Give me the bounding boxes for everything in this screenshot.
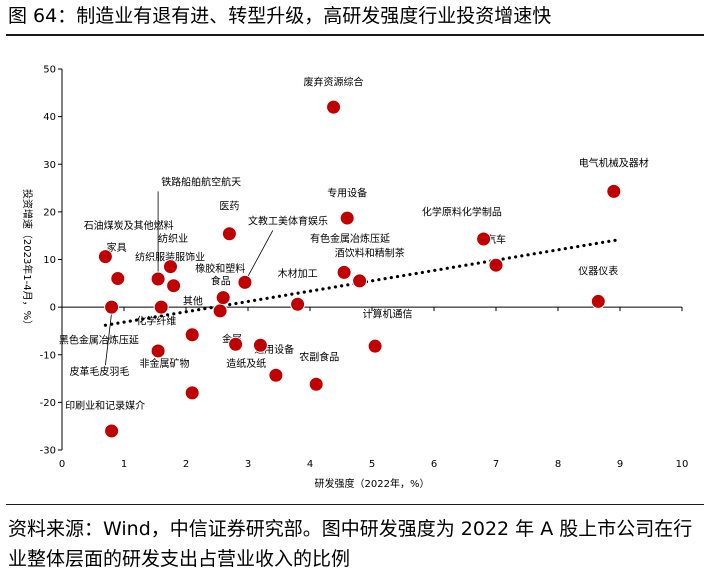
x-tick-label: 5	[369, 459, 375, 470]
x-tick-label: 9	[617, 459, 623, 470]
data-point	[590, 293, 606, 309]
data-point	[488, 257, 504, 273]
source-note: 资料来源：Wind，中信证券研究部。图中研发强度为 2022 年 A 股上市公司…	[8, 518, 693, 570]
data-point	[228, 336, 244, 352]
x-tick-label: 0	[59, 459, 65, 470]
data-point	[153, 299, 169, 315]
data-point	[339, 210, 355, 226]
point-label: 纺织业	[158, 232, 188, 245]
y-tick-label: 40	[43, 112, 56, 123]
point-label: 化学纤维	[136, 314, 176, 327]
y-axis-title: 投资增速（2023年1-4月，%）	[21, 189, 34, 330]
point-label: 电气机械及器材	[579, 157, 649, 170]
y-tick-label: 0	[50, 303, 56, 314]
data-point	[184, 385, 200, 401]
source-rule	[6, 504, 704, 505]
data-point	[104, 423, 120, 439]
x-tick-label: 1	[121, 459, 127, 470]
data-point	[104, 299, 120, 315]
title-rule	[6, 34, 704, 36]
point-label: 食品	[211, 274, 231, 287]
scatter-chart: -30 -20 -10 0 10 20 30 40 50 0 1 2 3 4 5 6 7 8 9 10 研发强度（202…	[21, 65, 689, 491]
data-point	[97, 249, 113, 265]
x-tick-label: 3	[245, 459, 251, 470]
x-tick-label: 4	[307, 459, 313, 470]
data-point	[215, 290, 231, 306]
y-tick-label: 20	[43, 207, 56, 218]
y-tick-label: 30	[43, 160, 56, 171]
x-axis-title: 研发强度（2022年，%）	[315, 477, 430, 490]
point-label: 其他	[183, 294, 203, 307]
point-label: 计算机通信	[363, 308, 413, 321]
data-point	[184, 327, 200, 343]
annotation-leader-line	[105, 312, 112, 366]
point-label: 农副食品	[299, 350, 339, 363]
data-point	[150, 343, 166, 359]
data-point	[290, 296, 306, 312]
data-point	[163, 259, 178, 275]
data-point	[352, 273, 368, 289]
y-tick-label: -10	[40, 350, 56, 361]
y-tick-label: 10	[43, 255, 56, 266]
data-point	[367, 338, 383, 354]
x-tick-label: 8	[555, 459, 561, 470]
y-tick-label: -20	[40, 398, 56, 409]
point-label: 文教工美体育娱乐	[248, 214, 328, 227]
data-point	[150, 271, 166, 287]
point-label: 家具	[107, 241, 127, 254]
point-label: 木材加工	[278, 267, 318, 280]
data-point	[166, 278, 182, 294]
x-tick-label: 2	[183, 459, 189, 470]
data-point	[326, 99, 342, 115]
point-label: 纺织服装服饰业	[135, 250, 205, 263]
point-label: 造纸及纸	[226, 357, 266, 370]
point-label: 非金属矿物	[140, 357, 190, 370]
point-label: 化学原料化学制品	[422, 206, 502, 219]
point-label: 专用设备	[327, 187, 367, 200]
point-label: 汽车	[486, 233, 506, 246]
point-label: 皮革毛皮羽毛	[69, 365, 129, 378]
data-point	[476, 231, 492, 247]
data-point	[110, 271, 126, 287]
x-tick-label: 6	[431, 459, 437, 470]
data-point	[268, 367, 284, 383]
data-point	[606, 183, 622, 199]
point-label: 酒饮料和精制茶	[335, 247, 405, 260]
point-label: 仪器仪表	[578, 264, 618, 277]
x-tick-label: 10	[676, 459, 689, 470]
annotation-leader-line	[246, 230, 274, 279]
point-label: 印刷业和记录媒介	[65, 400, 145, 412]
point-label: 有色金属冶炼压延	[310, 232, 390, 245]
data-point	[308, 376, 324, 392]
point-label: 医药	[219, 200, 239, 212]
data-point	[212, 303, 228, 319]
y-tick-label: -30	[40, 446, 56, 457]
x-tick-label: 7	[493, 459, 499, 470]
page-title: 图 64：制造业有退有进、转型升级，高研发强度行业投资增速快	[8, 5, 552, 27]
point-label: 铁路船舶航空航天	[161, 176, 241, 189]
data-point	[237, 274, 253, 290]
point-label: 石油煤炭及其他燃料	[84, 219, 174, 232]
point-label: 废弃资源综合	[304, 76, 364, 89]
point-label: 黑色金属冶炼压延	[59, 333, 139, 346]
data-point	[221, 226, 237, 242]
trend-line	[103, 237, 622, 327]
data-point	[336, 264, 352, 280]
y-tick-label: 50	[43, 65, 56, 76]
point-label: 橡胶和塑料	[195, 262, 245, 275]
data-point	[252, 337, 268, 353]
